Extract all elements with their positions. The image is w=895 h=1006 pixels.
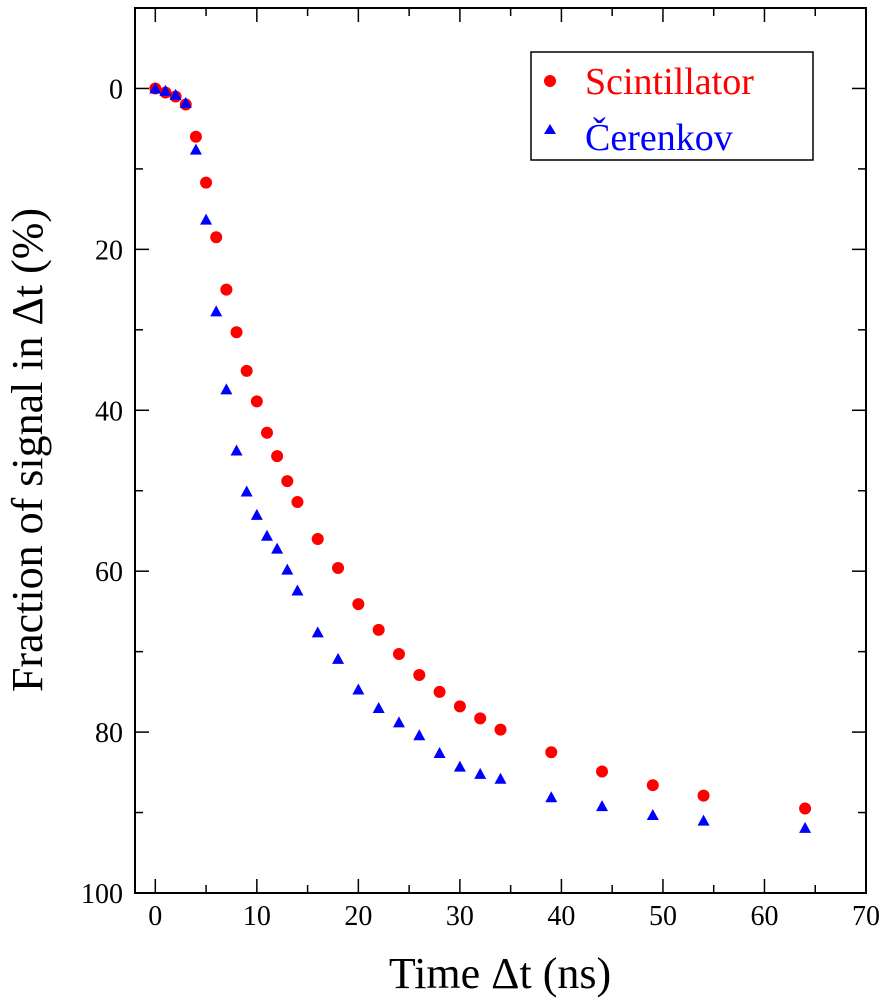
data-point-scintillator: [799, 802, 812, 815]
data-point-cerenkov: [332, 652, 345, 664]
data-point-cerenkov: [260, 529, 273, 541]
data-point-cerenkov: [372, 701, 385, 713]
data-point-scintillator: [494, 723, 507, 736]
data-point-scintillator: [697, 789, 710, 802]
data-point-cerenkov: [250, 508, 263, 520]
data-point-cerenkov: [210, 305, 223, 317]
data-point-cerenkov: [149, 82, 162, 94]
data-point-scintillator: [230, 326, 243, 339]
x-tick-label: 0: [148, 901, 162, 932]
y-axis-title: Fraction of signal in Δt (%): [3, 208, 52, 692]
data-point-cerenkov: [413, 729, 426, 741]
data-point-scintillator: [281, 475, 294, 488]
data-point-scintillator: [372, 623, 385, 636]
data-point-scintillator: [474, 712, 487, 725]
y-tick-label: 40: [95, 396, 123, 427]
legend-label-scintillator: Scintillator: [585, 61, 754, 103]
data-point-scintillator: [646, 779, 659, 792]
data-point-scintillator: [332, 561, 345, 574]
data-point-cerenkov: [220, 383, 233, 395]
data-point-scintillator: [240, 364, 253, 377]
data-point-scintillator: [189, 130, 202, 143]
data-point-cerenkov: [453, 760, 466, 772]
data-point-cerenkov: [433, 747, 446, 759]
data-point-cerenkov: [200, 213, 213, 225]
plot-frame: [134, 7, 867, 894]
data-point-cerenkov: [281, 563, 294, 575]
x-tick-label: 20: [344, 901, 372, 932]
data-point-scintillator: [260, 426, 273, 439]
x-tick-label: 50: [649, 901, 677, 932]
axis-tick-labels: 0 10 20 30 40 50 60 70 0 20 40 60 80 100: [81, 74, 880, 932]
x-tick-label: 40: [547, 901, 575, 932]
data-point-cerenkov: [352, 683, 365, 695]
data-point-scintillator: [413, 668, 426, 681]
data-point-cerenkov: [230, 444, 243, 456]
data-points: [149, 82, 812, 833]
data-point-scintillator: [200, 176, 213, 189]
data-point-scintillator: [250, 395, 263, 408]
data-point-cerenkov: [494, 772, 507, 784]
data-point-scintillator: [545, 746, 558, 759]
data-point-scintillator: [271, 450, 284, 463]
data-point-cerenkov: [596, 800, 609, 812]
data-point-scintillator: [220, 283, 233, 296]
data-point-scintillator: [596, 765, 609, 778]
data-point-cerenkov: [392, 716, 405, 728]
y-tick-label: 20: [95, 235, 123, 266]
y-tick-label: 100: [81, 879, 123, 910]
data-point-cerenkov: [474, 767, 487, 779]
x-axis-title: Time Δt (ns): [389, 949, 611, 998]
legend-box: [530, 51, 814, 161]
data-point-cerenkov: [159, 84, 172, 96]
x-tick-label: 10: [243, 901, 271, 932]
x-tick-label: 60: [750, 901, 778, 932]
data-point-scintillator: [291, 495, 304, 508]
y-tick-label: 60: [95, 557, 123, 588]
data-point-scintillator: [453, 700, 466, 713]
data-point-cerenkov: [697, 814, 710, 826]
legend-marker-scintillator: [544, 75, 556, 87]
legend: Scintillator Čerenkov: [530, 51, 814, 161]
data-point-cerenkov: [799, 821, 812, 833]
x-tick-label: 30: [446, 901, 474, 932]
legend-label-cerenkov: Čerenkov: [585, 117, 733, 159]
data-point-cerenkov: [271, 542, 284, 554]
data-point-cerenkov: [240, 485, 253, 497]
data-point-scintillator: [311, 533, 324, 545]
x-tick-label: 70: [852, 901, 880, 932]
data-point-scintillator: [433, 685, 446, 698]
data-point-cerenkov: [311, 626, 324, 638]
data-point-cerenkov: [169, 88, 182, 100]
legend-marker-cerenkov: [544, 124, 556, 134]
data-point-cerenkov: [189, 143, 202, 155]
data-point-scintillator: [392, 648, 405, 661]
axis-ticks: [135, 7, 867, 894]
data-point-cerenkov: [646, 808, 659, 820]
data-point-scintillator: [210, 231, 223, 244]
data-point-scintillator: [352, 598, 365, 611]
data-point-cerenkov: [291, 584, 304, 596]
y-tick-label: 0: [109, 74, 123, 105]
y-tick-label: 80: [95, 718, 123, 749]
data-point-cerenkov: [545, 791, 558, 803]
data-point-cerenkov: [179, 96, 192, 108]
